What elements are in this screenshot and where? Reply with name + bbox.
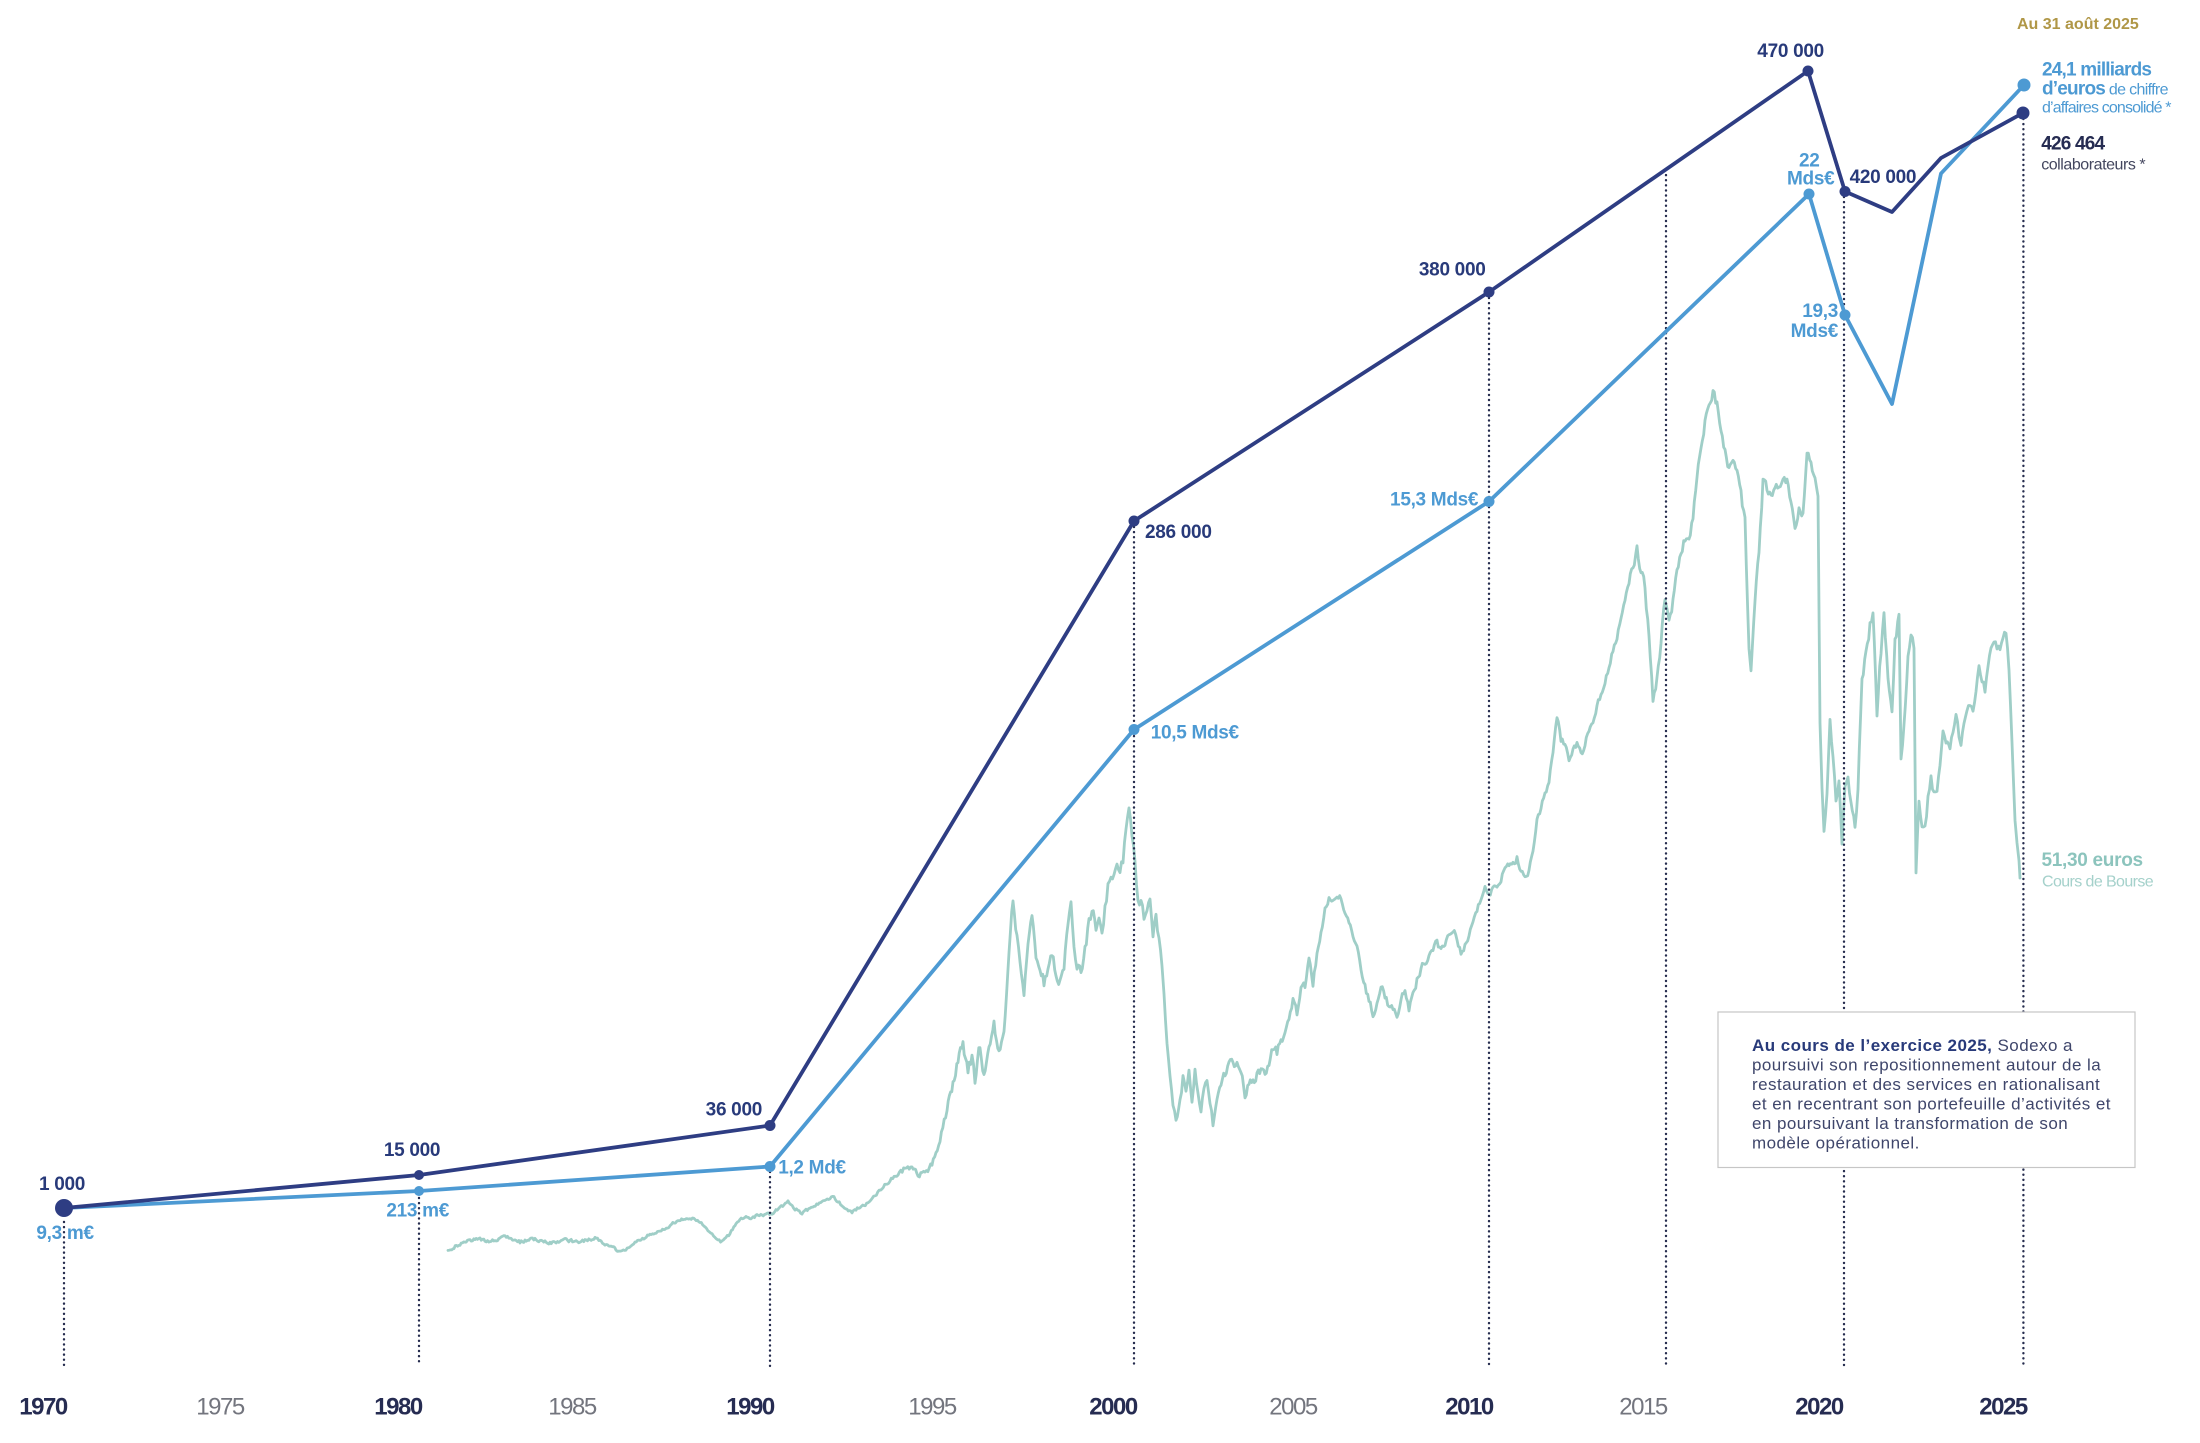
svg-text:9,3 m€: 9,3 m€ xyxy=(36,1223,94,1244)
svg-text:2005: 2005 xyxy=(1269,1394,1318,1421)
svg-text:380 000: 380 000 xyxy=(1419,260,1486,281)
svg-text:2010: 2010 xyxy=(1445,1394,1494,1421)
svg-text:collaborateurs *: collaborateurs * xyxy=(2041,157,2145,174)
svg-text:213 m€: 213 m€ xyxy=(386,1201,449,1222)
svg-text:2025: 2025 xyxy=(1979,1394,2028,1421)
svg-text:15 000: 15 000 xyxy=(384,1140,440,1161)
svg-text:et en recentrant son portefeui: et en recentrant son portefeuille d’acti… xyxy=(1752,1095,2111,1114)
svg-text:d’euros de chiffre: d’euros de chiffre xyxy=(2042,79,2169,100)
svg-text:1985: 1985 xyxy=(548,1394,597,1421)
svg-text:19,3: 19,3 xyxy=(1802,301,1838,322)
svg-text:36 000: 36 000 xyxy=(706,1100,762,1121)
svg-text:286 000: 286 000 xyxy=(1145,522,1212,543)
svg-text:15,3 Mds€: 15,3 Mds€ xyxy=(1390,490,1479,511)
svg-text:420 000: 420 000 xyxy=(1850,167,1917,188)
svg-text:1975: 1975 xyxy=(196,1394,245,1421)
svg-text:1995: 1995 xyxy=(908,1394,957,1421)
svg-text:Au cours de l’exercice 2025, S: Au cours de l’exercice 2025, Sodexo a xyxy=(1752,1036,2073,1055)
svg-text:en poursuivant la transformati: en poursuivant la transformation de son xyxy=(1752,1114,2068,1133)
svg-text:10,5 Mds€: 10,5 Mds€ xyxy=(1151,723,1240,744)
svg-text:51,30 euros: 51,30 euros xyxy=(2042,850,2143,871)
svg-text:restauration et des services e: restauration et des services en rational… xyxy=(1752,1075,2100,1094)
svg-text:22: 22 xyxy=(1799,150,1820,171)
svg-text:1,2 Md€: 1,2 Md€ xyxy=(778,1158,846,1179)
svg-text:2000: 2000 xyxy=(1089,1394,1138,1421)
svg-text:1 000: 1 000 xyxy=(39,1174,85,1195)
svg-text:d’affaires consolidé *: d’affaires consolidé * xyxy=(2042,100,2171,117)
svg-text:modèle opérationnel.: modèle opérationnel. xyxy=(1752,1134,1920,1153)
svg-text:Au 31 août 2025: Au 31 août 2025 xyxy=(2017,16,2139,33)
svg-text:poursuivi son repositionnement: poursuivi son repositionnement autour de… xyxy=(1752,1056,2101,1075)
svg-text:426 464: 426 464 xyxy=(2041,134,2105,155)
svg-text:24,1 milliards: 24,1 milliards xyxy=(2042,60,2151,81)
svg-text:Mds€: Mds€ xyxy=(1791,321,1839,342)
svg-text:2020: 2020 xyxy=(1795,1394,1844,1421)
svg-text:2015: 2015 xyxy=(1619,1394,1668,1421)
svg-text:1980: 1980 xyxy=(374,1394,423,1421)
svg-text:Cours de Bourse: Cours de Bourse xyxy=(2042,874,2154,891)
svg-text:1970: 1970 xyxy=(19,1394,68,1421)
svg-text:Mds€: Mds€ xyxy=(1787,168,1835,189)
svg-text:470 000: 470 000 xyxy=(1757,41,1824,62)
svg-text:1990: 1990 xyxy=(726,1394,775,1421)
